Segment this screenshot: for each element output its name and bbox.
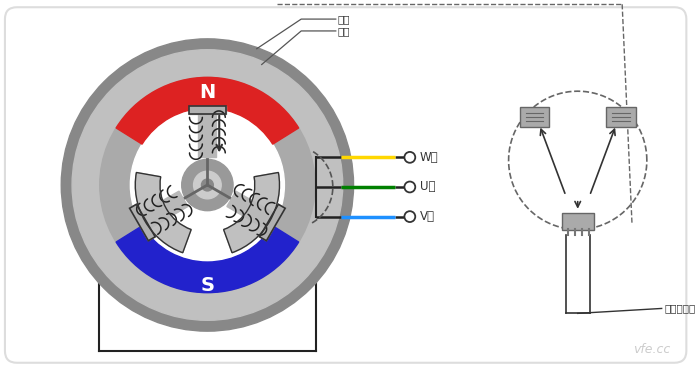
Polygon shape — [188, 106, 226, 114]
Text: U相: U相 — [420, 181, 435, 194]
Circle shape — [130, 108, 284, 262]
Text: 定子: 定子 — [337, 26, 350, 36]
Wedge shape — [223, 172, 279, 253]
Text: W相: W相 — [420, 151, 438, 164]
Wedge shape — [116, 226, 299, 293]
FancyBboxPatch shape — [606, 107, 636, 127]
Circle shape — [405, 182, 415, 192]
Text: N: N — [199, 83, 216, 102]
Wedge shape — [135, 172, 191, 253]
Circle shape — [182, 159, 233, 211]
Circle shape — [194, 171, 221, 199]
Text: 位置传感器: 位置传感器 — [664, 303, 696, 313]
Polygon shape — [141, 191, 188, 229]
Circle shape — [99, 77, 315, 293]
Text: vfe.cc: vfe.cc — [634, 343, 671, 356]
Text: 转子: 转子 — [337, 14, 350, 24]
Circle shape — [202, 179, 214, 191]
Polygon shape — [199, 113, 216, 157]
FancyBboxPatch shape — [519, 107, 550, 127]
Circle shape — [61, 39, 354, 331]
Polygon shape — [227, 191, 274, 229]
Text: S: S — [200, 276, 214, 295]
Text: V相: V相 — [420, 210, 435, 223]
Polygon shape — [260, 204, 285, 241]
FancyBboxPatch shape — [562, 213, 594, 231]
Circle shape — [405, 152, 415, 163]
Circle shape — [405, 211, 415, 222]
Wedge shape — [116, 77, 299, 144]
Circle shape — [72, 50, 343, 320]
Polygon shape — [130, 204, 155, 241]
